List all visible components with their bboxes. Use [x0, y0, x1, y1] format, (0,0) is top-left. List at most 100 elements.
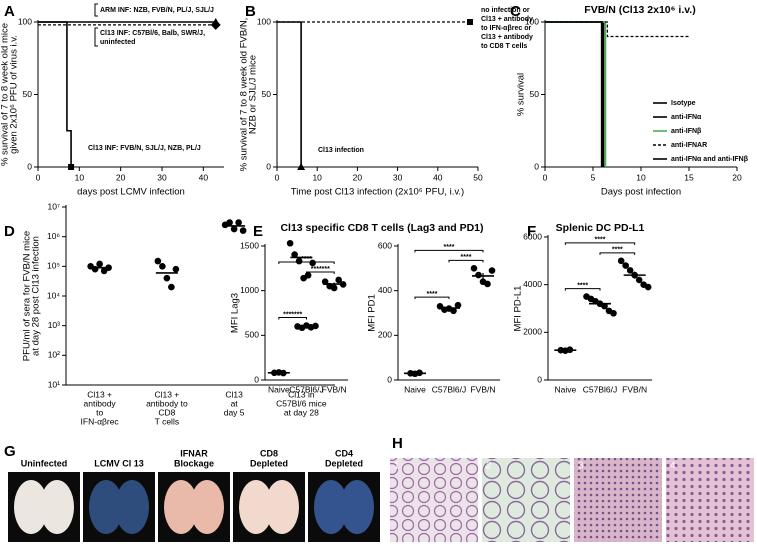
y-tick-label: 1000 — [240, 285, 259, 295]
panel-label: F — [527, 223, 536, 240]
x-tick-label: Cl13 in — [288, 389, 315, 399]
data-point — [286, 239, 294, 247]
significance-bracket — [414, 296, 450, 300]
y-tick-label: 500 — [245, 330, 259, 340]
marker — [211, 18, 220, 25]
data-point — [239, 227, 247, 234]
data-point — [484, 280, 491, 288]
y-tick-label: 10³ — [48, 320, 60, 330]
significance-bracket — [564, 242, 636, 245]
x-axis-label: Days post infection — [601, 187, 681, 198]
bracket — [94, 3, 98, 17]
data-point — [172, 265, 180, 273]
significance-label: **** — [612, 247, 623, 254]
y-axis-label: MFI PD1 — [367, 294, 378, 331]
y-tick-label: 50 — [23, 89, 33, 99]
y-axis-label: PFU/ml of sera for FVB/N mice — [22, 231, 33, 361]
y-tick-label: 10⁴ — [47, 290, 60, 300]
data-point — [635, 276, 643, 284]
y-axis-label: given 2x10⁶ PFU of virus i.v. — [9, 35, 20, 154]
x-tick-label: C57Bl6/J — [289, 384, 324, 394]
lung-lobe — [190, 480, 224, 534]
data-point — [96, 260, 103, 268]
significance-label: ******* — [283, 311, 302, 318]
annotation: Cl13 + antibody — [481, 34, 533, 41]
marker — [297, 163, 306, 170]
annotation: ARM INF: NZB, FVB/N, PL/J, SJL/J — [100, 7, 214, 14]
panel-label: G — [4, 443, 16, 460]
data-point — [291, 251, 298, 258]
legend-label: anti-IFNβ — [671, 128, 702, 135]
significance-bracket — [448, 259, 484, 263]
data-point — [295, 257, 303, 265]
significance-bracket — [564, 288, 601, 291]
x-tick-label: Cl13 — [225, 389, 243, 399]
legend-label: anti-IFNα and anti-IFNβ — [671, 156, 749, 163]
x-tick-label: 5 — [591, 172, 596, 182]
y-tick-label: 50 — [262, 89, 272, 99]
x-tick-label: 15 — [684, 172, 694, 182]
y-tick-label: 10¹ — [48, 379, 60, 389]
image-number: 3 — [578, 461, 584, 472]
data-point — [450, 307, 457, 315]
survival-line — [545, 21, 603, 167]
y-axis-label: MFI PD-L1 — [513, 286, 524, 332]
significance-bracket — [306, 271, 335, 274]
survival-line — [545, 21, 689, 38]
x-tick-label: 0 — [543, 172, 548, 182]
lung-lobe — [14, 480, 48, 534]
panel-label: B — [245, 3, 256, 20]
x-tick-label: 10 — [75, 172, 85, 182]
data-point — [475, 271, 482, 279]
y-tick-label: 0 — [537, 374, 542, 384]
histology-image — [666, 458, 754, 542]
y-tick-label: 10⁵ — [47, 261, 60, 271]
significance-label: **** — [427, 291, 438, 298]
data-point — [610, 309, 617, 317]
data-point — [309, 259, 316, 267]
y-tick-label: 6000 — [523, 231, 542, 241]
photo-caption: Uninfected — [21, 458, 68, 468]
data-point — [304, 271, 312, 279]
significance-bracket — [278, 317, 307, 320]
y-tick-label: 0 — [266, 161, 271, 171]
x-tick-label: 20 — [116, 172, 126, 182]
y-tick-label: 600 — [378, 240, 392, 250]
significance-label: **** — [301, 256, 312, 263]
y-tick-label: 0 — [27, 161, 32, 171]
significance-bracket — [414, 249, 484, 253]
significance-bracket — [278, 261, 335, 264]
image-number: 1 — [394, 461, 400, 472]
significance-bracket — [599, 252, 636, 255]
x-axis-label: days post LCMV infection — [77, 187, 185, 198]
data-point — [617, 257, 625, 265]
chart-title: FVB/N (Cl13 2x10⁶ i.v.) — [584, 4, 695, 16]
photo-caption: Depleted — [325, 458, 363, 468]
photo-caption: LCMV Cl 13 — [94, 458, 144, 468]
x-tick-label: 30 — [157, 172, 167, 182]
legend-label: anti-IFNα — [671, 114, 702, 121]
x-tick-label: C57Bl6/J — [583, 384, 618, 394]
panel-label: H — [392, 435, 403, 452]
x-tick-label: at day 28 — [284, 407, 319, 417]
y-axis-label: % survival of 7 to 8 week old mice — [0, 23, 11, 166]
image-number: 2 — [486, 461, 492, 472]
x-tick-label: Naive — [404, 384, 426, 394]
x-tick-label: Naive — [554, 384, 576, 394]
x-tick-label: 0 — [36, 172, 41, 182]
legend-label: Isotype — [671, 100, 696, 107]
y-axis-label: NZB or SJL/J mice — [248, 55, 259, 134]
significance-label: **** — [444, 244, 455, 251]
x-tick-label: FVB/N — [322, 384, 347, 394]
photo-caption: CD8 — [260, 448, 278, 458]
annotation: Cl13 INF: FVB/N, SJL/J, NZB, PL/J — [88, 145, 201, 152]
x-tick-label: 30 — [393, 172, 403, 182]
annotation: to IFN-αβrec or — [481, 25, 531, 32]
annotation: no infection or — [481, 7, 530, 14]
x-tick-label: 20 — [353, 172, 363, 182]
y-axis-label: MFI Lag3 — [230, 293, 241, 333]
lung-lobe — [115, 480, 149, 534]
x-tick-label: CD8 — [158, 407, 175, 417]
survival-line — [545, 21, 604, 167]
